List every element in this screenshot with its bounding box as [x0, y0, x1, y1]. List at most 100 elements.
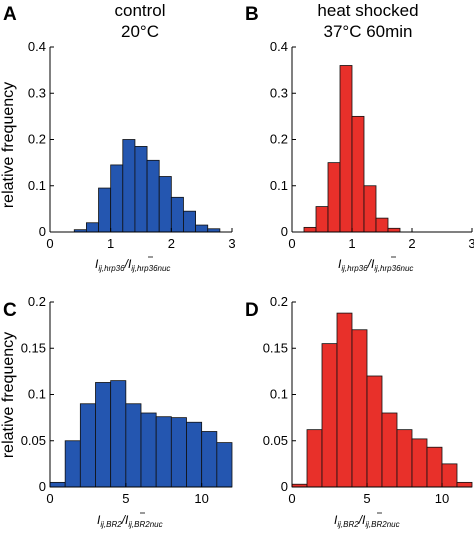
bar [158, 176, 172, 233]
y-tick-label: 0 [281, 479, 288, 494]
y-tick-label: 0 [281, 224, 288, 239]
x-tick-label: 1 [348, 236, 355, 251]
y-tick-label: 0.1 [270, 387, 288, 402]
y-tick-label: 0 [39, 224, 46, 239]
x-label-den-sub: ij,hrp36nuc [374, 264, 413, 273]
panel-letter-b: B [245, 4, 259, 25]
y-tick-label: 0.15 [263, 340, 288, 355]
x-tick-label: 2 [168, 236, 175, 251]
x-label-num: I [338, 257, 342, 271]
svg-text:Iij,hrp36/Iij,hrp36nuc: Iij,hrp36/Iij,hrp36nuc [95, 257, 170, 273]
x-label-den-sub: ij,BR2nuc [128, 520, 162, 529]
y-tick-label: 0.4 [270, 39, 288, 54]
x-axis-label-d: Iij,BR2/Iij,BR2nuc [334, 512, 400, 529]
y-tick-label: 0.05 [263, 433, 288, 448]
x-label-den: I [125, 513, 129, 527]
title-heat-shocked-temp: 37°C 60min [323, 22, 412, 41]
x-tick-label: 3 [468, 236, 474, 251]
bar [155, 416, 172, 488]
bar [456, 481, 473, 488]
bar [122, 139, 136, 233]
x-axis-label-b: Iij,hrp36/Iij,hrp36nuc [338, 256, 413, 273]
y-tick-label: 0.3 [270, 85, 288, 100]
bar [381, 412, 398, 488]
x-axis-label-a: Iij,hrp36/Iij,hrp36nuc [95, 256, 170, 273]
bar [140, 412, 157, 488]
bar [339, 65, 353, 233]
svg-text:Iij,BR2/Iij,BR2nuc: Iij,BR2/Iij,BR2nuc [97, 513, 163, 529]
bar [170, 196, 184, 233]
bar [363, 185, 377, 233]
x-tick-label: 5 [122, 491, 129, 506]
bar [146, 159, 160, 233]
x-tick-label: 0 [288, 491, 295, 506]
y-tick-label: 0.2 [28, 132, 46, 147]
bar [186, 421, 203, 488]
y-tick-label: 0.15 [21, 340, 46, 355]
bar [134, 146, 148, 233]
bar [303, 226, 317, 233]
histogram-control-br2: 0 0.05 0.1 0.15 0.2 0 5 10 [21, 294, 233, 506]
x-label-num-sub: ij,BR2 [337, 520, 359, 529]
bar [125, 403, 142, 488]
svg-text:Iij,BR2/Iij,BR2nuc: Iij,BR2/Iij,BR2nuc [334, 513, 400, 529]
x-label-den-sub: ij,BR2nuc [365, 520, 399, 529]
bar [396, 429, 413, 488]
x-tick-label: 0 [46, 236, 53, 251]
histogram-heat-shock-br2: 0 0.05 0.1 0.15 0.2 0 5 10 [263, 294, 473, 506]
x-label-den: I [128, 257, 132, 271]
x-label-num: I [97, 513, 101, 527]
x-label-num-sub: ij,hrp36 [341, 264, 368, 273]
bar [110, 380, 127, 488]
y-axis-label-bottom: relative frequency [0, 332, 17, 458]
x-tick-label: 3 [228, 236, 235, 251]
bar [170, 417, 187, 488]
y-tick-label: 0.05 [21, 433, 46, 448]
x-label-num-sub: ij,hrp36 [98, 264, 125, 273]
y-tick-label: 0.1 [28, 178, 46, 193]
x-label-den-sub: ij,hrp36nuc [131, 264, 170, 273]
bar [201, 431, 218, 488]
bar [375, 217, 389, 233]
y-axis-label-top: relative frequency [0, 82, 17, 208]
bar [366, 375, 383, 488]
y-tick-label: 0.1 [28, 387, 46, 402]
bar [95, 382, 112, 488]
y-tick-label: 0.4 [28, 39, 46, 54]
bar [426, 446, 443, 488]
panel-letter-d: D [245, 300, 259, 321]
x-axis-label-c: Iij,BR2/Iij,BR2nuc [97, 512, 163, 529]
x-label-num: I [334, 513, 338, 527]
bar [86, 222, 99, 233]
bar [441, 463, 458, 488]
x-label-num-sub: ij,BR2 [100, 520, 122, 529]
svg-text:Iij,hrp36/Iij,hrp36nuc: Iij,hrp36/Iij,hrp36nuc [338, 257, 413, 273]
bar [306, 429, 323, 488]
title-control: control [114, 1, 165, 20]
bar [183, 210, 196, 233]
x-tick-label: 2 [408, 236, 415, 251]
bar [327, 162, 341, 233]
histogram-control-hrp36: 0 0.1 0.2 0.3 0.4 0 1 2 3 [28, 39, 236, 251]
bar [387, 227, 401, 233]
panel-letter-a: A [3, 4, 17, 25]
bar [216, 442, 233, 488]
bar [79, 403, 96, 488]
title-heat-shocked: heat shocked [317, 1, 418, 20]
bar [321, 343, 338, 488]
bar [315, 206, 329, 233]
bar [351, 329, 368, 488]
bar [195, 224, 209, 233]
y-tick-label: 0 [39, 479, 46, 494]
bar [98, 187, 112, 233]
title-control-temp: 20°C [121, 22, 159, 41]
x-label-den: I [371, 257, 375, 271]
panel-letter-c: C [3, 300, 17, 321]
bar [336, 312, 353, 488]
y-tick-label: 0.2 [28, 294, 46, 309]
x-label-num: I [95, 257, 99, 271]
bar [64, 440, 81, 488]
x-tick-label: 0 [288, 236, 295, 251]
x-tick-label: 10 [194, 491, 208, 506]
